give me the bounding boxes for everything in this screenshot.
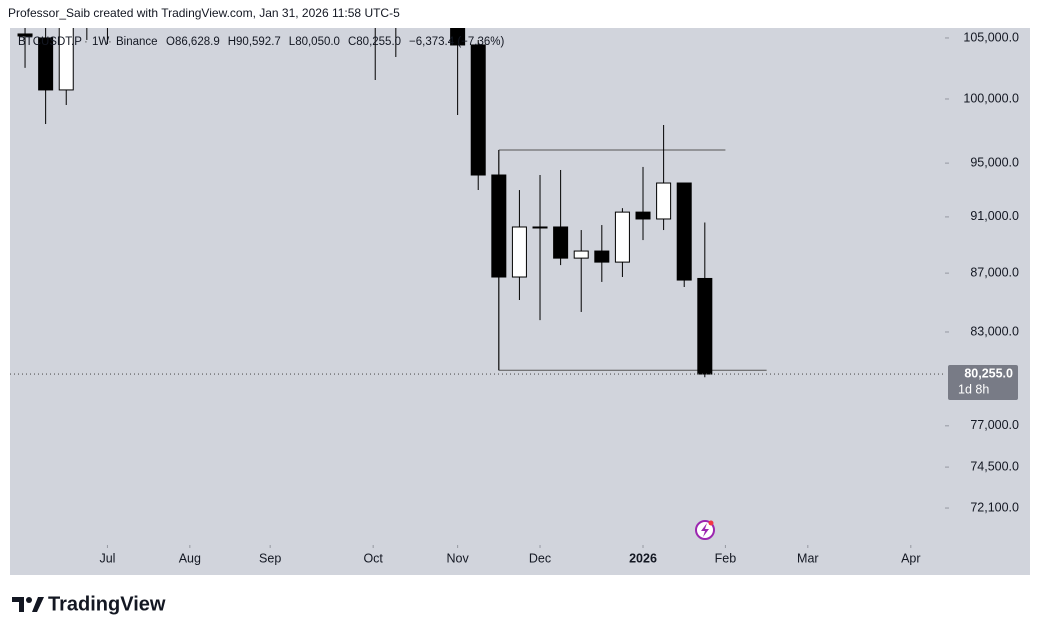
- ohlc-value: C80,255.0: [348, 36, 401, 48]
- candle-body: [80, 21, 94, 26]
- x-tick-label: Mar: [797, 551, 819, 565]
- y-tick-label: 72,100.0: [970, 500, 1019, 514]
- y-tick-label: 87,000.0: [970, 265, 1019, 279]
- plot-area: [10, 21, 945, 378]
- candle-body: [635, 211, 651, 220]
- ohlc-value: L80,050.0: [289, 36, 340, 48]
- chart-panel: [10, 28, 1030, 575]
- attribution: Professor_Saib created with TradingView.…: [8, 6, 400, 20]
- exchange: Binance: [116, 36, 158, 48]
- candle-body: [511, 226, 527, 278]
- candle-body: [450, 28, 466, 46]
- alert-icon[interactable]: [695, 520, 715, 540]
- y-tick-label: 77,000.0: [970, 418, 1019, 432]
- x-tick-label: Dec: [529, 551, 551, 565]
- y-tick-label: 100,000.0: [963, 91, 1019, 105]
- candle-body: [656, 182, 672, 220]
- candle-body: [532, 226, 548, 229]
- y-tick-label: 91,000.0: [970, 209, 1019, 223]
- y-tick-label: 95,000.0: [970, 155, 1019, 169]
- interval: 1W: [92, 36, 109, 48]
- x-tick-label: Aug: [179, 551, 201, 565]
- x-tick-label: Apr: [901, 551, 920, 565]
- x-tick-label: Oct: [363, 551, 383, 565]
- y-tick-label: 105,000.0: [963, 30, 1019, 44]
- candle-body: [553, 226, 569, 259]
- candle-body: [676, 182, 692, 281]
- y-tick-label: 83,000.0: [970, 324, 1019, 338]
- separator: ·: [108, 36, 112, 48]
- last-price-box: [948, 365, 1018, 401]
- legend: BTCUSDT.P · 1W · Binance O86,628.9 H90,59…: [18, 36, 504, 48]
- symbol: BTCUSDT.P: [18, 36, 82, 48]
- candle-body: [697, 277, 713, 375]
- brand-name: TradingView: [48, 593, 166, 615]
- ohlc-value: −6,373.4 (−7.36%): [409, 36, 504, 48]
- candle-body: [17, 33, 33, 37]
- x-tick-label: Sep: [259, 551, 281, 565]
- candle-body: [38, 37, 54, 91]
- ohlc-value: O86,628.9: [166, 36, 220, 48]
- candle-body: [594, 250, 610, 263]
- separator: ·: [84, 36, 88, 48]
- ohlc-value: H90,592.7: [228, 36, 281, 48]
- x-tick-label: Feb: [715, 551, 737, 565]
- candle-body: [491, 174, 507, 278]
- last-price-label: 80,255.0: [964, 366, 1013, 380]
- candle-body: [573, 250, 589, 259]
- y-tick-label: 74,500.0: [970, 459, 1019, 473]
- x-tick-label: 2026: [629, 551, 657, 565]
- candle-body: [614, 211, 630, 263]
- candle-body: [470, 44, 486, 176]
- x-tick-label: Nov: [447, 551, 470, 565]
- countdown-label: 1d 8h: [958, 382, 989, 396]
- x-tick-label: Jul: [99, 551, 115, 565]
- brand-logo: TradingView: [12, 593, 166, 615]
- candle-body: [58, 28, 74, 91]
